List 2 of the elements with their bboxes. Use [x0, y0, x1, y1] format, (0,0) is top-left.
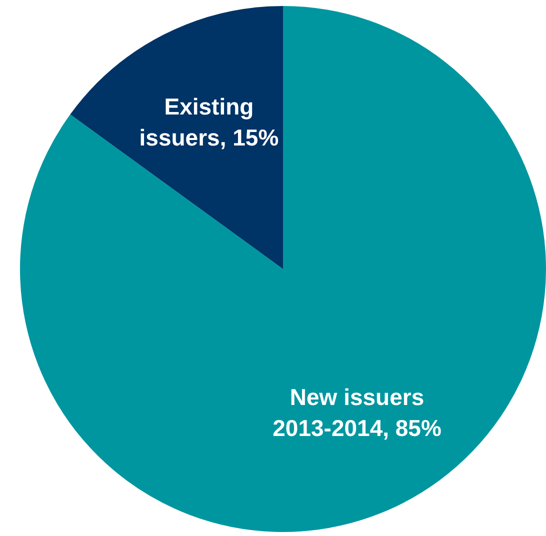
slice-label: Existing issuers, 15% [139, 94, 279, 151]
slice-label: New issuers 2013-2014, 85% [272, 384, 442, 442]
